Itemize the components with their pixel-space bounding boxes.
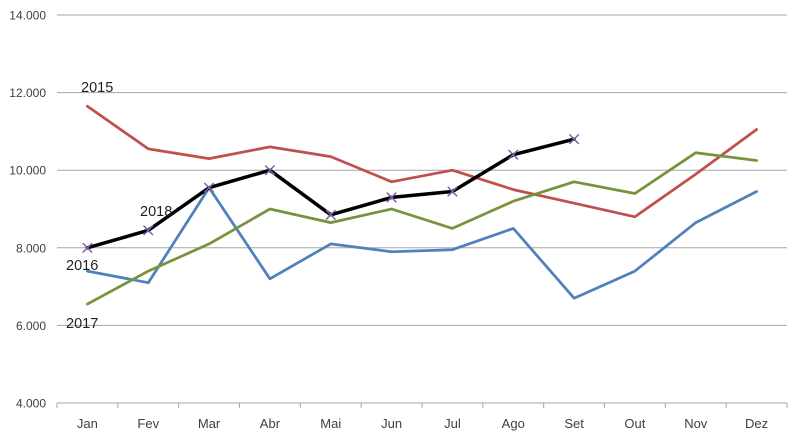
series-label-2017: 2017: [66, 316, 98, 332]
series-labels: 2015 2016 2017 2018: [66, 80, 172, 332]
series-marker-x: [569, 134, 580, 145]
y-axis-labels: 4.000 6.000 8.000 10.000 12.000 14.000: [9, 9, 46, 411]
x-tick-label: Ago: [502, 416, 525, 431]
series-marker-x: [204, 182, 215, 193]
x-tick-label: Dez: [745, 416, 768, 431]
x-tick-label: Nov: [684, 416, 708, 431]
series-label-2018: 2018: [140, 204, 172, 220]
x-tick-label: Mai: [320, 416, 341, 431]
y-tick-label: 10.000: [9, 164, 46, 178]
y-tick-label: 12.000: [9, 86, 46, 100]
x-tick-label: Set: [564, 416, 584, 431]
series-marker-x: [264, 165, 275, 176]
series-marker-x: [386, 192, 397, 203]
y-tick-label: 14.000: [9, 9, 46, 23]
series-marker-x: [508, 149, 519, 160]
y-tick-label: 6.000: [16, 319, 46, 333]
x-axis-labels: Jan Fev Mar Abr Mai Jun Jul Ago Set Out Nov Dez: [77, 416, 768, 431]
series-line-2017: [86, 151, 758, 306]
x-tick-label: Abr: [260, 416, 281, 431]
series-marker-x: [82, 242, 93, 253]
series-label-2016: 2016: [66, 258, 98, 274]
series-line-2015: [86, 104, 758, 219]
x-axis: [56, 403, 788, 408]
x-tick-label: Jan: [77, 416, 98, 431]
series-label-2015: 2015: [81, 80, 113, 96]
y-tick-label: 8.000: [16, 241, 46, 255]
series-marker-x: [325, 209, 336, 220]
x-tick-label: Jul: [444, 416, 461, 431]
series-marker-x: [447, 186, 458, 197]
y-tick-label: 4.000: [16, 397, 46, 411]
x-tick-label: Out: [624, 416, 645, 431]
x-tick-label: Jun: [381, 416, 402, 431]
x-tick-label: Mar: [198, 416, 221, 431]
x-tick-label: Fev: [137, 416, 159, 431]
series-markers: [82, 134, 580, 253]
series-line-2016: [86, 186, 758, 300]
series-lines: [85, 104, 758, 306]
series-marker-x: [143, 225, 154, 236]
